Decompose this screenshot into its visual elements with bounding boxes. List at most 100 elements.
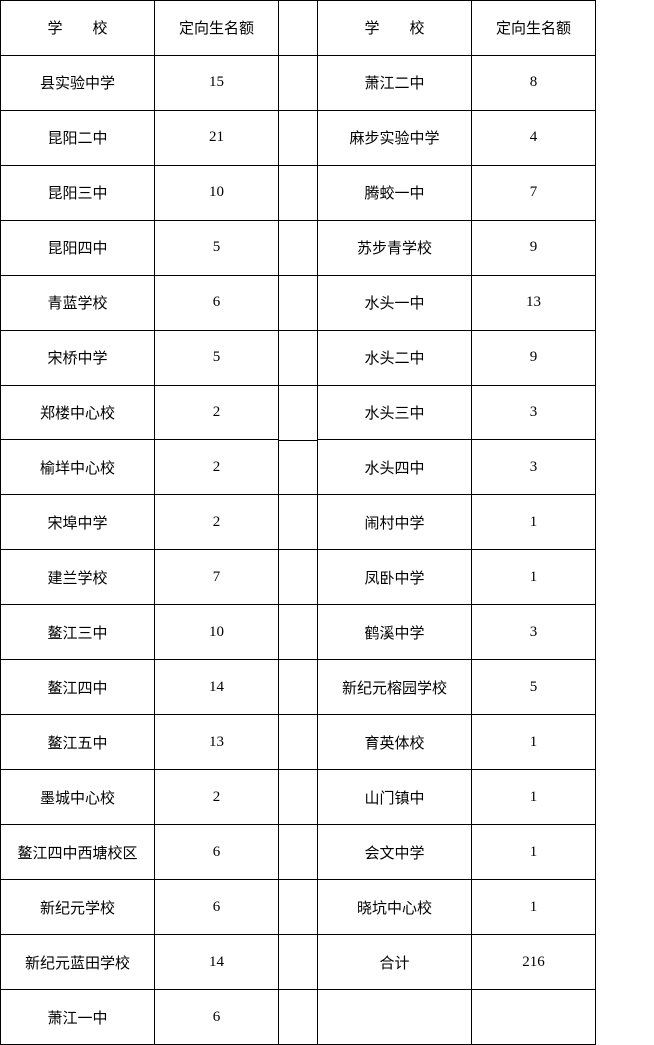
table-row: 鳌江四中14 <box>1 660 279 715</box>
school-cell: 青蓝学校 <box>1 275 155 330</box>
gap-row <box>279 934 317 989</box>
table-row: 苏步青学校9 <box>318 220 596 275</box>
table-row: 腾蛟一中7 <box>318 165 596 220</box>
gap-cell <box>279 440 317 495</box>
table-container: 学 校 定向生名额 县实验中学15昆阳二中21昆阳三中10昆阳四中5青蓝学校6宋… <box>0 0 654 1045</box>
table-row: 墨城中心校2 <box>1 770 279 825</box>
quota-cell: 9 <box>472 330 596 385</box>
gap-row <box>279 220 317 275</box>
school-cell: 苏步青学校 <box>318 220 472 275</box>
school-cell: 合计 <box>318 935 472 990</box>
gap-cell <box>279 715 317 770</box>
gap-cell <box>279 825 317 880</box>
gap-cell <box>279 385 317 440</box>
table-row: 昆阳二中21 <box>1 110 279 165</box>
gap-row <box>279 440 317 495</box>
gap-row <box>279 495 317 550</box>
gap-row <box>279 660 317 715</box>
school-cell: 腾蛟一中 <box>318 165 472 220</box>
school-cell: 鳌江三中 <box>1 605 155 660</box>
gap-column <box>279 0 317 1045</box>
quota-cell: 10 <box>155 605 279 660</box>
table-row: 凤卧中学1 <box>318 550 596 605</box>
school-cell: 昆阳四中 <box>1 220 155 275</box>
school-cell: 晓坑中心校 <box>318 880 472 935</box>
school-cell: 凤卧中学 <box>318 550 472 605</box>
school-header: 学 校 <box>1 1 155 56</box>
quota-cell: 5 <box>472 660 596 715</box>
quota-cell: 13 <box>155 715 279 770</box>
school-cell: 萧江二中 <box>318 55 472 110</box>
table-row: 宋桥中学5 <box>1 330 279 385</box>
gap-cell <box>279 660 317 715</box>
school-cell: 水头一中 <box>318 275 472 330</box>
table-row: 山门镇中1 <box>318 770 596 825</box>
table-row: 郑楼中心校2 <box>1 385 279 440</box>
quota-cell: 3 <box>472 605 596 660</box>
gap-row <box>279 715 317 770</box>
gap-row <box>279 330 317 385</box>
school-cell: 会文中学 <box>318 825 472 880</box>
table-row: 榆垟中心校2 <box>1 440 279 495</box>
table-row: 建兰学校7 <box>1 550 279 605</box>
school-cell: 榆垟中心校 <box>1 440 155 495</box>
quota-cell: 1 <box>472 550 596 605</box>
quota-cell: 7 <box>472 165 596 220</box>
quota-cell: 7 <box>155 550 279 605</box>
quota-cell: 9 <box>472 220 596 275</box>
gap-row <box>279 550 317 605</box>
school-cell: 闹村中学 <box>318 495 472 550</box>
table-header-row: 学 校 定向生名额 <box>1 1 279 56</box>
quota-cell <box>472 990 596 1045</box>
gap-cell <box>279 495 317 550</box>
quota-cell: 1 <box>472 825 596 880</box>
table-row: 会文中学1 <box>318 825 596 880</box>
school-cell: 萧江一中 <box>1 990 155 1045</box>
school-cell: 宋桥中学 <box>1 330 155 385</box>
school-cell: 郑楼中心校 <box>1 385 155 440</box>
gap-row <box>279 165 317 220</box>
quota-cell: 2 <box>155 440 279 495</box>
school-cell: 麻步实验中学 <box>318 110 472 165</box>
quota-cell: 14 <box>155 935 279 990</box>
gap-cell <box>279 770 317 825</box>
gap-row <box>279 1 317 56</box>
school-cell: 新纪元蓝田学校 <box>1 935 155 990</box>
school-cell: 鳌江四中 <box>1 660 155 715</box>
table-row: 鳌江三中10 <box>1 605 279 660</box>
school-cell: 鹤溪中学 <box>318 605 472 660</box>
school-header: 学 校 <box>318 1 472 56</box>
school-cell: 鳌江五中 <box>1 715 155 770</box>
school-cell: 鳌江四中西塘校区 <box>1 825 155 880</box>
gap-cell <box>279 110 317 165</box>
table-row: 青蓝学校6 <box>1 275 279 330</box>
gap-cell <box>279 55 317 110</box>
quota-cell: 5 <box>155 220 279 275</box>
quota-cell: 6 <box>155 825 279 880</box>
quota-cell: 8 <box>472 55 596 110</box>
quota-cell: 3 <box>472 440 596 495</box>
school-cell: 墨城中心校 <box>1 770 155 825</box>
school-cell: 水头二中 <box>318 330 472 385</box>
school-cell: 水头三中 <box>318 385 472 440</box>
school-cell: 县实验中学 <box>1 55 155 110</box>
quota-header: 定向生名额 <box>155 1 279 56</box>
quota-cell: 6 <box>155 275 279 330</box>
gap-cell <box>279 550 317 605</box>
gap-cell <box>279 605 317 660</box>
quota-cell: 6 <box>155 880 279 935</box>
school-cell: 山门镇中 <box>318 770 472 825</box>
quota-cell: 21 <box>155 110 279 165</box>
school-cell <box>318 990 472 1045</box>
school-cell: 昆阳三中 <box>1 165 155 220</box>
quota-cell: 1 <box>472 770 596 825</box>
gap-cell <box>279 330 317 385</box>
table-row: 水头四中3 <box>318 440 596 495</box>
table-row: 新纪元蓝田学校14 <box>1 935 279 990</box>
table-row: 鹤溪中学3 <box>318 605 596 660</box>
gap-row <box>279 770 317 825</box>
table-row: 新纪元学校6 <box>1 880 279 935</box>
gap-cell <box>279 220 317 275</box>
quota-cell: 14 <box>155 660 279 715</box>
table-row: 合计216 <box>318 935 596 990</box>
